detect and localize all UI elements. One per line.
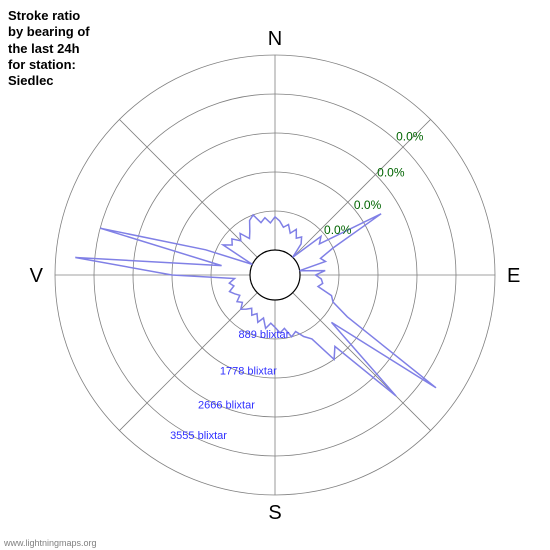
ring-pct-label: 0.0% — [377, 165, 405, 179]
blixtar-label: 2666 blixtar — [198, 399, 255, 411]
blixtar-label: 1778 blixtar — [220, 365, 277, 377]
grid-spoke — [293, 293, 431, 431]
blixtar-label: 3555 blixtar — [170, 430, 227, 442]
ring-pct-label: 0.0% — [354, 198, 382, 212]
polar-chart: NESV0.0%0.0%0.0%0.0%889 blixtar1778 blix… — [0, 0, 550, 550]
ring-pct-label: 0.0% — [324, 223, 352, 237]
ring-pct-label: 0.0% — [396, 129, 424, 143]
compass-E: E — [507, 265, 520, 287]
center-circle — [250, 250, 300, 300]
compass-S: S — [268, 502, 281, 524]
compass-N: N — [268, 28, 282, 50]
blixtar-label: 889 blixtar — [239, 329, 290, 341]
compass-V: V — [30, 265, 44, 287]
